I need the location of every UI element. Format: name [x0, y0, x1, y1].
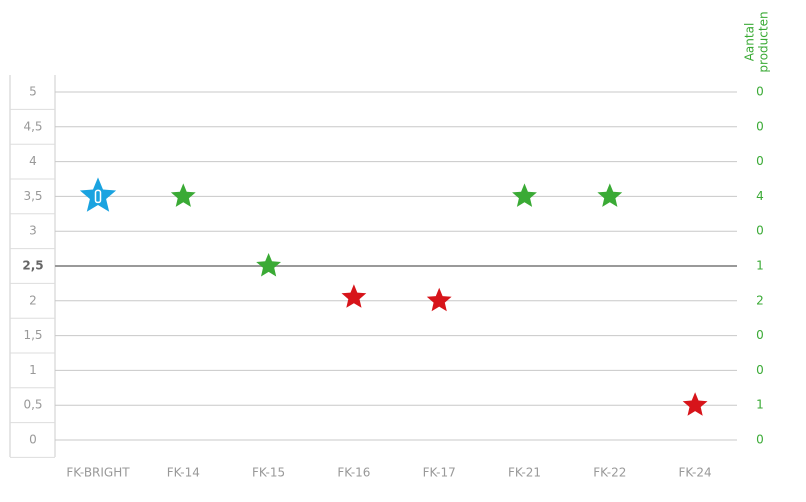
- y-tick-label: 0,5: [23, 398, 42, 412]
- row-count: 4: [756, 189, 764, 203]
- x-tick-label: FK-BRIGHT: [66, 466, 130, 480]
- marker-icon: [94, 189, 102, 204]
- y-tick-label: 4,5: [23, 119, 42, 133]
- x-tick-label: FK-22: [593, 466, 626, 480]
- y2-title: Aantal producten: [743, 11, 771, 72]
- star-marker: [512, 183, 537, 207]
- y2-title-line: producten: [757, 11, 771, 72]
- y-tick-label: 4: [29, 154, 37, 168]
- x-tick-label: FK-14: [167, 466, 200, 480]
- x-tick-label: FK-15: [252, 466, 285, 480]
- y-tick-label: 1,5: [23, 328, 42, 342]
- star-marker: [79, 177, 117, 212]
- y2-title-line: Aantal: [743, 23, 757, 62]
- row-count: 0: [756, 119, 764, 133]
- star-marker: [597, 183, 623, 207]
- row-count: 0: [756, 363, 764, 377]
- row-count: 0: [756, 85, 764, 99]
- row-count: 1: [756, 259, 764, 273]
- row-count: 0: [756, 154, 764, 168]
- star-marker: [682, 392, 708, 416]
- y-tick-label: 0: [29, 433, 37, 447]
- x-tick-label: FK-21: [508, 466, 541, 480]
- star-marker: [341, 284, 367, 308]
- y-tick-label: 2: [29, 293, 37, 307]
- y-tick-label: 2,5: [22, 259, 43, 273]
- x-tick-label: FK-17: [423, 466, 456, 480]
- star-marker: [170, 183, 196, 207]
- star-marker: [256, 253, 281, 277]
- y-tick-label: 1: [29, 363, 37, 377]
- y-tick-label: 5: [29, 85, 37, 99]
- row-count: 0: [756, 224, 764, 238]
- x-tick-label: FK-24: [679, 466, 712, 480]
- row-count: 0: [756, 328, 764, 342]
- row-count: 0: [756, 433, 764, 447]
- star-marker: [426, 287, 452, 312]
- x-tick-label: FK-16: [337, 466, 370, 480]
- y-tick-label: 3: [29, 224, 37, 238]
- y-tick-label: 3,5: [23, 189, 42, 203]
- row-count: 1: [756, 398, 764, 412]
- row-count: 2: [756, 293, 764, 307]
